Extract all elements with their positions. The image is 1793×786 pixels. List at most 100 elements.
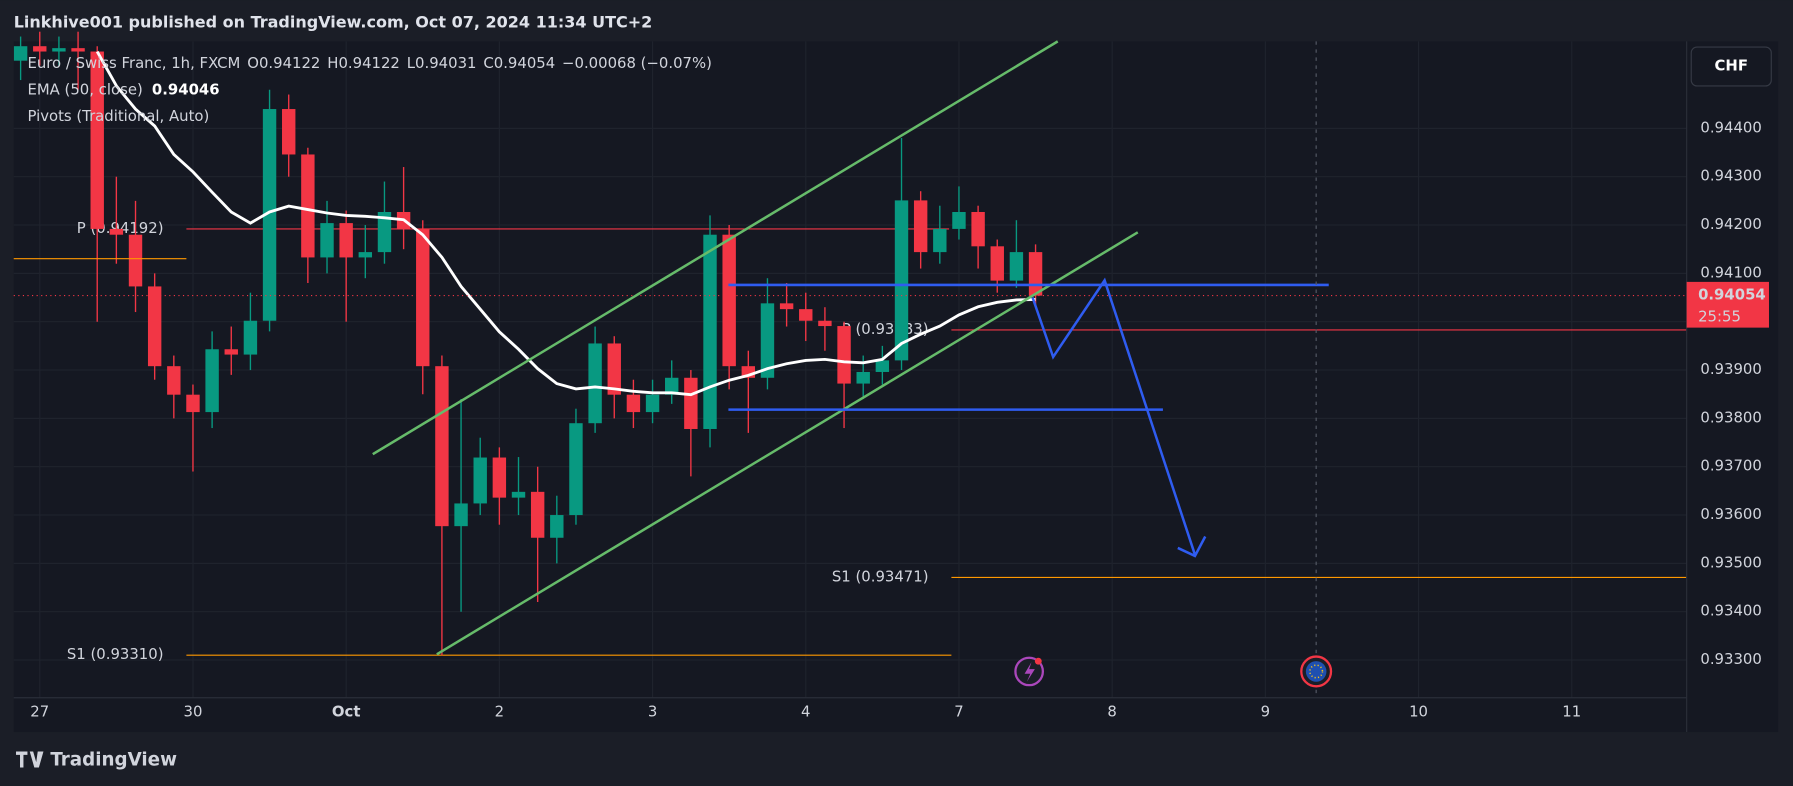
y-tick-label: 0.93800 <box>1700 408 1761 426</box>
candle-body <box>990 246 1004 281</box>
candle-body <box>511 491 526 498</box>
y-tick-label: 0.93600 <box>1700 505 1761 523</box>
projection-path <box>1031 277 1197 556</box>
y-tick-label: 0.94300 <box>1700 167 1761 185</box>
countdown: 25:55 <box>1698 307 1741 325</box>
candle-body <box>282 109 296 155</box>
y-tick-label: 0.93700 <box>1700 457 1761 475</box>
pivots-name: Pivots (Traditional, Auto) <box>27 107 209 125</box>
news-dot <box>1034 657 1042 665</box>
last-price-box <box>1686 281 1769 328</box>
ema-line <box>95 50 1036 397</box>
x-tick-label: 30 <box>184 703 203 721</box>
candle-body <box>703 234 717 430</box>
candle-body <box>243 320 258 355</box>
candle-body <box>550 515 564 538</box>
candle-body <box>913 200 928 253</box>
candle-body <box>760 303 775 378</box>
footer: TradingView <box>16 750 177 771</box>
candle-body <box>569 423 583 516</box>
candle-body <box>71 48 85 52</box>
candle-body <box>33 46 47 52</box>
ohlc-value: 0.94054 <box>494 54 555 72</box>
x-tick-label: 4 <box>801 703 810 721</box>
candle-body <box>128 234 143 287</box>
brand-logo <box>16 751 44 768</box>
pivot-label: S1 (0.93310) <box>67 645 164 663</box>
candle-body <box>722 234 736 367</box>
y-tick-label: 0.93300 <box>1700 650 1761 668</box>
ema-name: EMA (50, close) <box>27 81 142 99</box>
candle-body <box>435 366 449 527</box>
candle-body <box>224 349 238 355</box>
candle-body <box>205 349 219 413</box>
ohlc-label: C <box>483 54 493 72</box>
candle-body <box>167 366 181 395</box>
candle-body <box>320 223 334 258</box>
grid <box>13 41 1687 698</box>
candle-body <box>856 371 870 384</box>
candle-body <box>665 377 679 395</box>
candle-body <box>894 200 909 361</box>
ohlc-value: 0.94031 <box>415 54 476 72</box>
published-line: Linkhive001 published on TradingView.com… <box>14 13 653 32</box>
candle-body <box>1028 252 1043 296</box>
y-tick-label: 0.94100 <box>1700 263 1761 281</box>
y-tick-label: 0.94200 <box>1700 215 1761 233</box>
last-price-label: 0.94054 <box>1698 286 1766 304</box>
x-tick-label: 2 <box>495 703 504 721</box>
event-icons <box>1014 655 1333 688</box>
candle-body <box>588 343 602 424</box>
candle-body <box>262 109 277 321</box>
candle-body <box>684 377 698 430</box>
x-tick-label: 27 <box>30 703 49 721</box>
projection-arrowhead <box>1177 535 1207 558</box>
candle-body <box>492 457 507 498</box>
ema-value: 0.94046 <box>152 81 220 99</box>
candle-body <box>339 223 353 258</box>
x-tick-label: 9 <box>1261 703 1270 721</box>
symbol: Euro / Swiss Franc, 1h, FXCM <box>27 54 240 72</box>
candle-body <box>90 51 104 229</box>
channel-lower <box>436 231 1139 656</box>
pivot-label: S1 (0.93471) <box>832 567 929 585</box>
candle-body <box>741 366 756 378</box>
candle-body <box>186 394 200 413</box>
candle-body <box>875 360 890 372</box>
eu-flag <box>1305 661 1327 682</box>
lightning <box>1024 662 1035 682</box>
candle-body <box>799 309 813 321</box>
candle-body <box>416 228 430 367</box>
candle-body <box>473 457 487 504</box>
x-tick-label: 7 <box>954 703 963 721</box>
ohlc-value: 0.94122 <box>338 54 399 72</box>
x-tick-label: 3 <box>648 703 657 721</box>
chart-pane <box>13 41 1779 733</box>
candle-body <box>147 286 162 367</box>
currency-button[interactable] <box>1690 46 1772 87</box>
candle-body <box>971 211 985 247</box>
candle-body <box>1009 252 1024 281</box>
plot: P (0.94192)S1 (0.93310)P (0.93983)S1 (0.… <box>13 31 1687 663</box>
candle-body <box>377 211 392 253</box>
drawings <box>13 40 1329 698</box>
y-tick-label: 0.93500 <box>1700 553 1761 571</box>
candle-body <box>933 228 947 253</box>
candle-body <box>952 211 966 229</box>
ohlc-label: O <box>247 54 259 72</box>
candle-body <box>779 303 794 310</box>
candle-body <box>454 503 468 527</box>
currency-label: CHF <box>1715 57 1749 75</box>
candle-body <box>530 491 545 538</box>
candle-body <box>645 394 660 413</box>
y-tick-label: 0.93900 <box>1700 360 1761 378</box>
eu-stars <box>1309 664 1324 679</box>
brand: TradingView <box>50 750 177 771</box>
candle-body <box>301 154 315 258</box>
x-tick-label: Oct <box>332 703 361 721</box>
candle-body <box>818 320 832 327</box>
change: −0.00068 (−0.07%) <box>562 54 712 72</box>
legend: Euro / Swiss Franc, 1h, FXCM EMA (50, cl… <box>27 54 711 125</box>
